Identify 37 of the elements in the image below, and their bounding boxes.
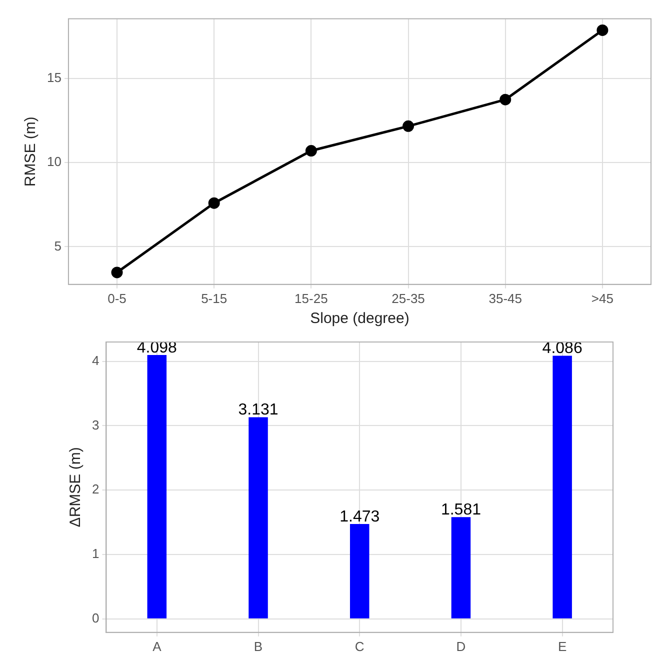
y-tick-label: 2: [92, 482, 100, 497]
x-tick-label: B: [254, 638, 263, 654]
data-label: 1.473: [340, 508, 380, 526]
x-tick-label: 15-25: [294, 290, 328, 306]
y-axis-title: ΔRMSE (m): [67, 447, 84, 528]
bar: [350, 524, 370, 618]
x-tick-label: 25-35: [392, 290, 425, 306]
point: [111, 266, 123, 278]
point: [208, 197, 220, 209]
x-tick-label: >45: [591, 290, 614, 306]
x-tick-label: 0-5: [108, 290, 126, 306]
y-tick-label: 15: [46, 70, 62, 85]
bar: [248, 417, 268, 618]
point: [305, 145, 317, 157]
y-tick-label: 4: [92, 352, 100, 368]
bar: [147, 355, 167, 618]
y-tick-label: 10: [46, 154, 62, 170]
point: [500, 94, 512, 106]
x-tick-label: 35-45: [488, 290, 522, 306]
x-axis-title: Slope (degree): [310, 310, 410, 328]
y-axis-title: RMSE (m): [22, 116, 40, 187]
data-label: 4.086: [542, 340, 582, 358]
bar: [552, 356, 572, 618]
y-tick-label: 3: [92, 417, 100, 432]
x-tick-label: A: [152, 638, 162, 654]
y-tick-label: 5: [54, 238, 62, 254]
y-tick-label: 1: [92, 546, 100, 562]
x-tick-label: C: [354, 638, 364, 654]
bar: [451, 517, 471, 618]
x-tick-label: E: [558, 638, 567, 654]
x-tick-label: D: [456, 638, 466, 654]
x-tick-label: 5-15: [201, 290, 228, 306]
point: [596, 24, 608, 36]
y-tick-label: 0: [92, 610, 100, 626]
point: [402, 120, 414, 132]
data-label: 1.581: [440, 501, 482, 518]
data-label: 3.131: [238, 402, 278, 419]
